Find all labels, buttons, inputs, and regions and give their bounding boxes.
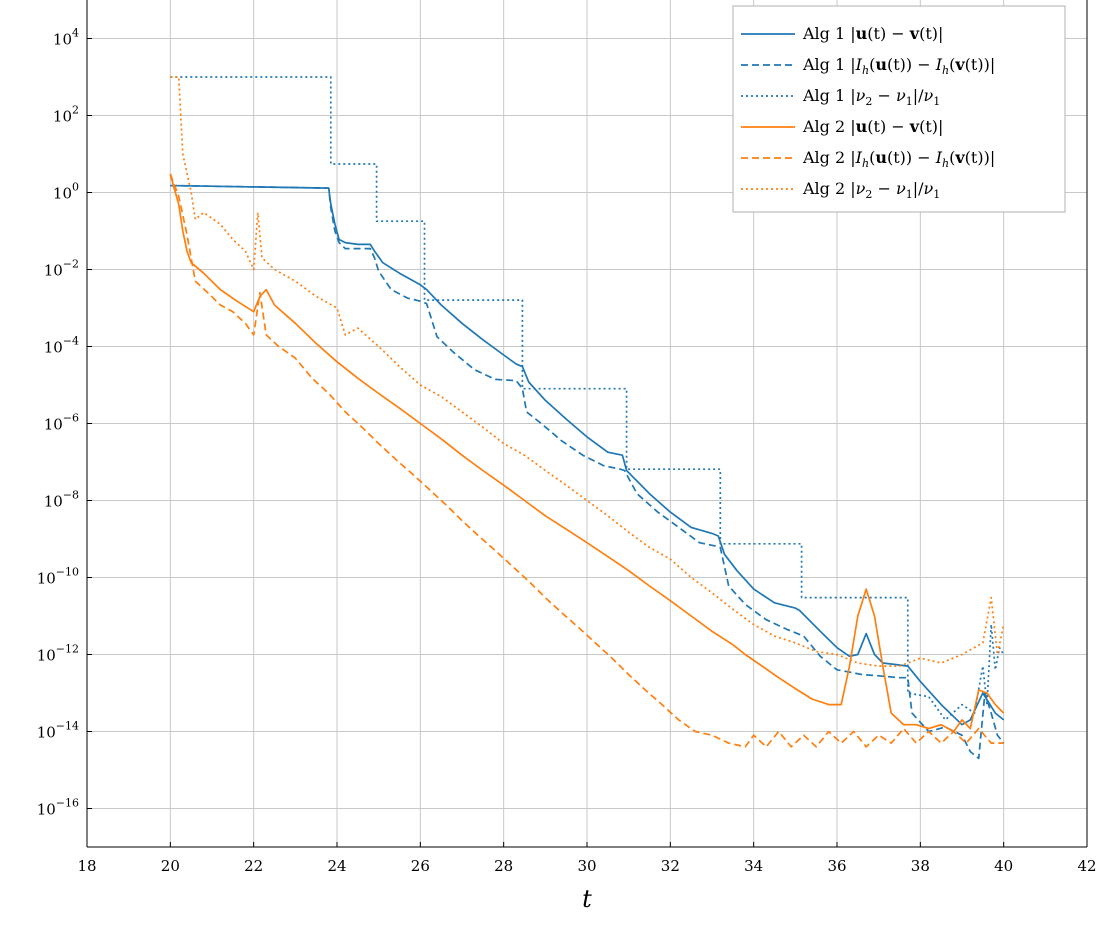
- y-tick-label: 10−2: [44, 258, 79, 280]
- legend-label: Alg 1 |u(t) − v(t)|: [802, 24, 943, 43]
- series-line-6: [170, 76, 1005, 667]
- x-tick-label: 34: [744, 857, 763, 875]
- x-tick-label: 30: [577, 857, 596, 875]
- series-line-1: [170, 184, 1005, 726]
- y-tick-label: 10−16: [37, 797, 79, 819]
- x-tick-label: 40: [994, 857, 1013, 875]
- legend-label: Alg 2 |Ih(u(t)) − Ih(v(t))|: [802, 148, 995, 170]
- y-tick-label: 10−8: [44, 489, 79, 511]
- x-tick-label: 36: [827, 857, 846, 875]
- series-line-5: [169, 173, 1004, 748]
- x-axis-title: t: [582, 885, 592, 913]
- x-tick-label: 18: [77, 857, 96, 875]
- legend-label: Alg 2 |u(t) − v(t)|: [802, 117, 943, 136]
- x-ticks: 18 20 22 24 26 28 30 32 34 36 38 40 42: [77, 842, 1097, 875]
- y-tick-label: 10−14: [37, 720, 79, 742]
- series-layer: [169, 76, 1005, 760]
- y-ticks: 104 102 100 10−2 10−4 10−6 10−8 10−10 10−12 10−14…: [37, 27, 92, 819]
- x-tick-label: 22: [244, 857, 263, 875]
- y-tick-label: 10−12: [37, 643, 79, 665]
- series-line-2: [170, 184, 1005, 760]
- x-tick-label: 24: [327, 857, 346, 875]
- y-tick-label: 10−4: [44, 335, 79, 357]
- legend-label: Alg 1 |Ih(u(t)) − Ih(v(t))|: [802, 55, 995, 77]
- x-tick-label: 38: [911, 857, 930, 875]
- x-tick-label: 28: [494, 857, 513, 875]
- y-tick-label: 104: [53, 27, 79, 49]
- y-tick-label: 10−6: [44, 412, 79, 434]
- x-tick-label: 42: [1077, 857, 1096, 875]
- y-tick-label: 100: [53, 181, 79, 203]
- legend-label: Alg 1 |ν2 − ν1|/ν1: [802, 86, 940, 108]
- y-tick-label: 10−10: [37, 566, 79, 588]
- legend-label: Alg 2 |ν2 − ν1|/ν1: [802, 179, 940, 201]
- legend-box: [732, 5, 1066, 213]
- x-tick-label: 26: [411, 857, 430, 875]
- legend: Alg 1 |u(t) − v(t)| Alg 1 |Ih(u(t)) − Ih(…: [732, 5, 1066, 213]
- x-tick-label: 32: [661, 857, 680, 875]
- x-tick-label: 20: [161, 857, 180, 875]
- series-line-3: [170, 76, 1005, 721]
- y-tick-label: 102: [53, 104, 79, 126]
